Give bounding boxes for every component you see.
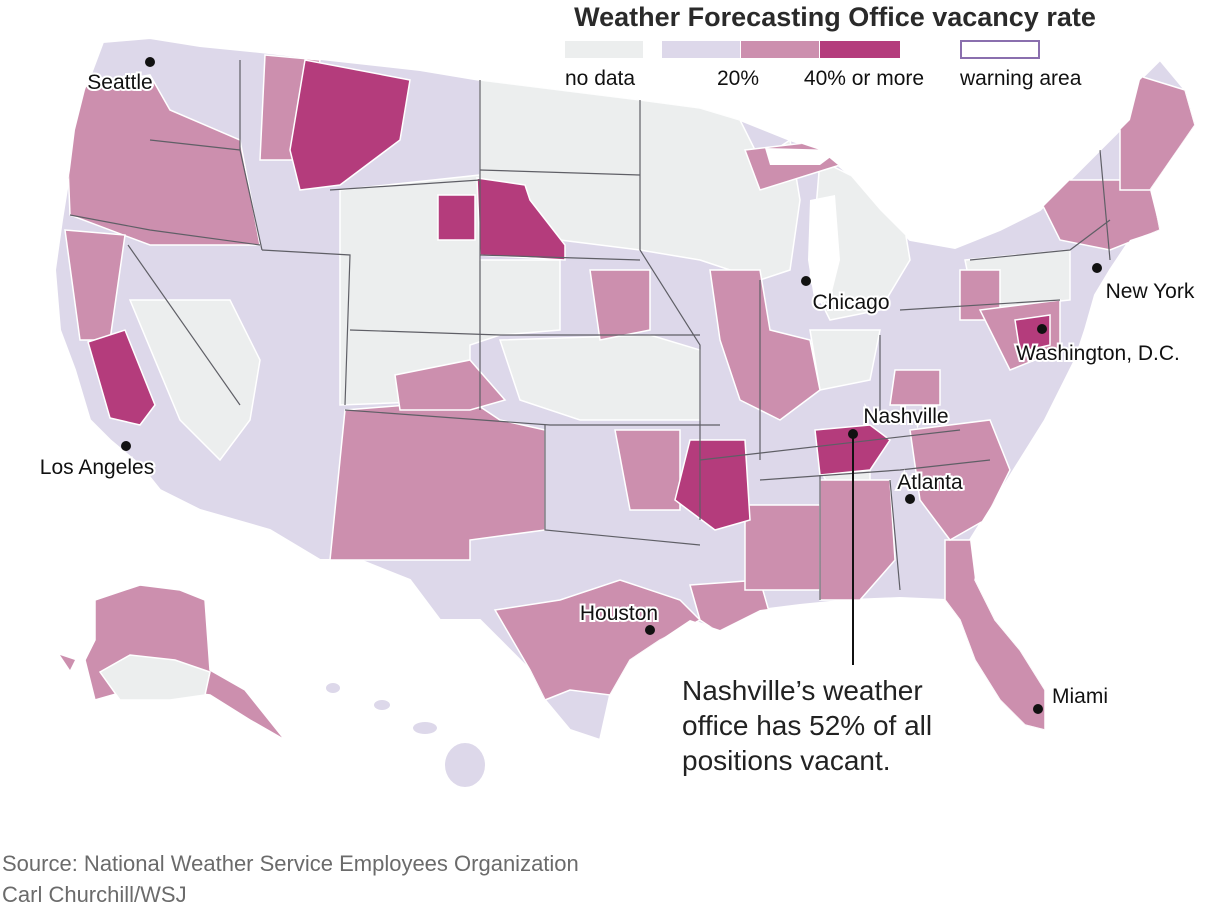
border-texas-north bbox=[544, 425, 701, 546]
hawaii-island-kauai bbox=[326, 683, 340, 693]
alaska bbox=[60, 584, 286, 741]
warning-area-memphis-high bbox=[674, 439, 751, 531]
city-dot-houston bbox=[645, 625, 655, 635]
border-minnesota-iowa-east bbox=[639, 100, 701, 520]
border-utah bbox=[261, 249, 351, 406]
warning-area-pacific-northwest-mid bbox=[64, 74, 261, 246]
city-markers: Seattle Los Angeles Chicago New York Was… bbox=[38, 57, 1197, 714]
warning-area-nevada-no-data bbox=[128, 299, 261, 462]
border-pennsylvania-south bbox=[899, 299, 1061, 311]
border-montana-wyoming bbox=[329, 179, 481, 191]
border-tennessee-south bbox=[759, 459, 991, 481]
legend-label-warning-area: warning area bbox=[959, 67, 1082, 90]
warning-area-kentucky-mid bbox=[889, 369, 941, 406]
city-label-nashville: Nashville bbox=[863, 405, 948, 428]
nashville-annotation: Nashville’s weather office has 52% of al… bbox=[682, 434, 932, 776]
alaska-region-mid bbox=[84, 584, 286, 741]
border-idaho-west bbox=[239, 60, 263, 251]
border-tennessee-north bbox=[699, 429, 961, 461]
city-label-los-angeles: Los Angeles bbox=[40, 456, 154, 479]
city-dot-seattle bbox=[145, 57, 155, 67]
city-label-atlanta: Atlanta bbox=[897, 471, 963, 494]
city-label-chicago: Chicago bbox=[812, 291, 889, 314]
warning-area-mississippi-mid bbox=[744, 504, 821, 591]
hawaii bbox=[326, 683, 485, 787]
warning-area-texas-coast-mid bbox=[493, 579, 702, 701]
lake-superior bbox=[765, 148, 840, 165]
legend-label-20: 20% bbox=[717, 67, 759, 90]
border-oklahoma-north bbox=[344, 409, 720, 426]
legend-swatch-low bbox=[662, 41, 740, 58]
warning-area-south-colorado-mid bbox=[394, 359, 507, 411]
border-kansas-north bbox=[349, 329, 700, 336]
city-dot-chicago bbox=[801, 276, 811, 286]
city-dot-new-york bbox=[1092, 263, 1102, 273]
city-dot-washington bbox=[1037, 324, 1047, 334]
border-new-york-south bbox=[969, 219, 1111, 261]
alaska-region-no-data bbox=[98, 654, 211, 701]
hawaii-island-oahu bbox=[374, 700, 390, 710]
border-south-dakota-nebraska bbox=[479, 254, 641, 261]
border-dakotas bbox=[479, 169, 641, 176]
hawaii-island-big-island bbox=[445, 743, 485, 787]
legend: no data 20% 40% or more warning area bbox=[565, 40, 1082, 90]
legend-swatch-high bbox=[820, 41, 900, 58]
annotation-line-3: positions vacant. bbox=[682, 745, 891, 776]
map-title: Weather Forecasting Office vacancy rate bbox=[574, 2, 1096, 32]
border-oregon-california bbox=[69, 214, 261, 246]
legend-label-no-data: no data bbox=[565, 67, 635, 90]
contiguous-us bbox=[53, 36, 1197, 742]
legend-swatch-no-data bbox=[565, 41, 643, 58]
annotation-line-1: Nashville’s weather bbox=[682, 675, 923, 706]
hawaii-island-maui bbox=[413, 722, 437, 734]
legend-label-40: 40% or more bbox=[804, 67, 924, 90]
aleutian-islands bbox=[60, 655, 75, 670]
warning-area-hanford-high bbox=[87, 329, 156, 426]
city-label-washington: Washington, D.C. bbox=[1016, 342, 1180, 365]
city-dot-los-angeles bbox=[121, 441, 131, 451]
warning-area-arkansas-west-mid bbox=[614, 429, 681, 511]
warning-area-montana-high bbox=[289, 59, 411, 191]
lake-michigan bbox=[808, 195, 840, 305]
city-label-houston: Houston bbox=[580, 602, 658, 625]
warning-area-illinois-mid bbox=[709, 269, 821, 421]
city-label-seattle: Seattle bbox=[87, 71, 152, 94]
warning-area-florida-mid bbox=[944, 539, 1046, 731]
warning-area-missouri-west-mid bbox=[589, 269, 651, 341]
legend-swatch-warning-area bbox=[960, 40, 1040, 59]
credit-note: Carl Churchill/WSJ bbox=[2, 882, 187, 907]
border-california-nevada bbox=[127, 244, 241, 406]
city-dot-atlanta bbox=[905, 494, 915, 504]
city-dot-miami bbox=[1033, 704, 1043, 714]
annotation-line-2: office has 52% of all bbox=[682, 710, 932, 741]
city-label-new-york: New York bbox=[1106, 280, 1195, 303]
legend-swatch-mid bbox=[741, 41, 819, 58]
border-alabama-georgia bbox=[889, 479, 901, 591]
footer: Source: National Weather Service Employe… bbox=[2, 848, 579, 910]
city-label-miami: Miami bbox=[1052, 685, 1108, 708]
state-borders bbox=[69, 60, 1111, 600]
source-note: Source: National Weather Service Employe… bbox=[2, 851, 579, 876]
warning-area-riverton-high bbox=[437, 194, 476, 241]
border-washington-oregon bbox=[149, 139, 241, 151]
border-new-england bbox=[1099, 149, 1111, 261]
